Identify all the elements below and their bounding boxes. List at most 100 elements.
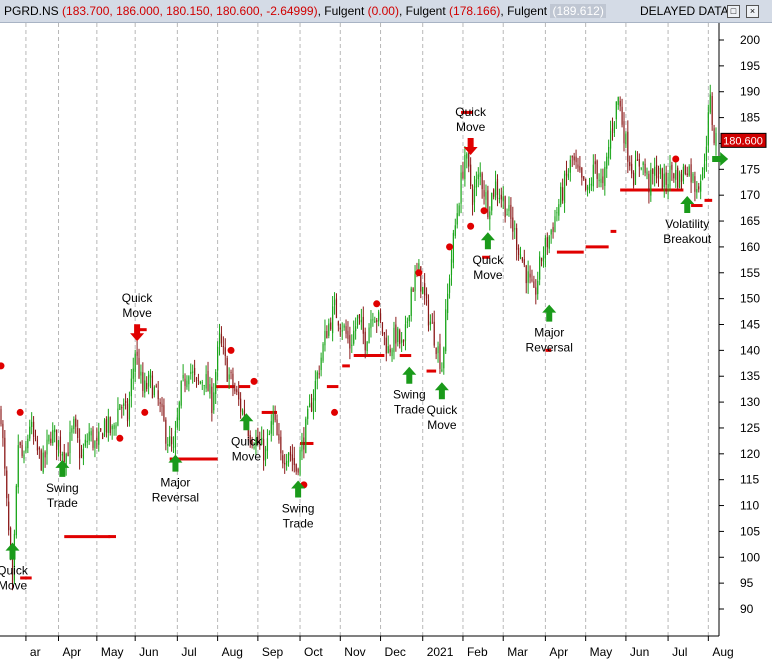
candle-body <box>431 322 433 324</box>
candle-body <box>655 165 658 179</box>
indicator-2-value: (178.166) <box>449 4 501 18</box>
candle-body <box>500 194 502 200</box>
candle-body <box>176 417 178 428</box>
candle-body <box>75 418 77 427</box>
candle-body <box>172 446 175 448</box>
signal-label: Move <box>232 449 262 463</box>
candle-body <box>713 128 715 144</box>
candle-body <box>299 449 301 475</box>
candle-body <box>447 293 449 314</box>
candle-body <box>558 204 560 216</box>
candle-body <box>696 189 698 193</box>
candle-body <box>197 380 200 382</box>
candle-body <box>2 423 4 439</box>
candle-body <box>146 382 148 390</box>
indicator-3-value: (189.612) <box>550 4 606 18</box>
candle-body <box>80 455 83 457</box>
month-tick-label: Mar <box>507 645 528 659</box>
candle-body <box>439 343 441 369</box>
month-tick-label: Aug <box>222 645 243 659</box>
candle-body <box>234 388 236 392</box>
candle-body <box>510 204 512 219</box>
candle-body <box>560 186 562 205</box>
signal-label: Swing <box>393 388 426 402</box>
signal-label: Volatility <box>665 217 709 231</box>
candle-body <box>646 171 648 175</box>
candle-body <box>90 431 92 436</box>
signal-label: Quick <box>0 564 29 578</box>
buy-signal-arrow <box>680 196 695 214</box>
signal-label: Reversal <box>152 491 199 505</box>
signal-label: Move <box>0 579 27 593</box>
candle-body <box>136 351 138 356</box>
price-tick-label: 130 <box>740 395 760 409</box>
candle-body <box>395 324 397 344</box>
candle-body <box>232 373 234 388</box>
candle-body <box>272 413 274 425</box>
candle-body <box>94 441 96 449</box>
candle-body <box>376 320 378 322</box>
indicator-1-value: (0.00) <box>367 4 399 18</box>
candle-body <box>590 183 593 186</box>
signal-label: Move <box>122 306 152 320</box>
restore-window-button[interactable]: □ <box>727 5 740 18</box>
buy-signal-arrow <box>55 459 70 477</box>
candle-body <box>263 439 265 461</box>
indicator-3-name: Fulgent <box>507 4 548 18</box>
candle-body <box>533 281 535 288</box>
candle-body <box>667 183 669 188</box>
candle-body <box>192 371 194 373</box>
buy-signal-arrow <box>291 480 306 498</box>
candle-body <box>514 228 516 230</box>
close-window-button[interactable]: × <box>746 5 759 18</box>
candle-body <box>124 401 127 403</box>
candle-body <box>608 146 610 159</box>
candle-body <box>155 385 157 387</box>
candle-body <box>659 167 662 175</box>
candle-body <box>496 178 499 195</box>
candle-body <box>441 369 443 372</box>
candle-body <box>462 171 464 179</box>
candle-body <box>420 266 422 292</box>
sell-signal-arrow <box>463 137 478 155</box>
candle-body <box>684 165 686 174</box>
signal-dot <box>446 243 454 251</box>
month-tick-label: Jun <box>139 645 158 659</box>
candle-body <box>550 230 552 235</box>
signal-label: Swing <box>46 481 79 495</box>
candle-body <box>86 440 88 443</box>
candle-body <box>517 247 520 255</box>
candle-body <box>602 176 604 184</box>
candle-body <box>512 217 514 232</box>
candle-body <box>389 348 391 353</box>
candle-body <box>516 228 518 250</box>
ohlc-values: (183.700, 186.000, 180.150, 180.600, -2.… <box>62 4 318 18</box>
candle-body <box>167 444 169 446</box>
candle-body <box>100 428 102 431</box>
candle-body <box>295 464 297 472</box>
candle-body <box>142 372 144 391</box>
candle-body <box>703 163 706 170</box>
candle-body <box>383 332 385 335</box>
candle-body <box>341 330 343 332</box>
candle-body <box>73 419 75 430</box>
candle-body <box>592 164 594 187</box>
candle-body <box>241 410 244 415</box>
candle-body <box>289 451 292 456</box>
candle-body <box>178 402 180 421</box>
candle-body <box>617 97 619 105</box>
month-tick-label: Apr <box>63 645 82 659</box>
candle-body <box>188 376 190 385</box>
indicator-1-name: Fulgent <box>324 4 365 18</box>
candle-body <box>552 226 554 232</box>
price-tick-label: 145 <box>740 318 760 332</box>
candle-body <box>521 257 523 261</box>
candle-body <box>473 186 476 203</box>
candle-body <box>652 168 654 174</box>
candle-body <box>404 324 407 341</box>
price-tick-label: 195 <box>740 59 760 73</box>
candle-body <box>157 390 159 400</box>
buy-signal-arrow <box>5 542 20 560</box>
candle-body <box>374 321 376 323</box>
